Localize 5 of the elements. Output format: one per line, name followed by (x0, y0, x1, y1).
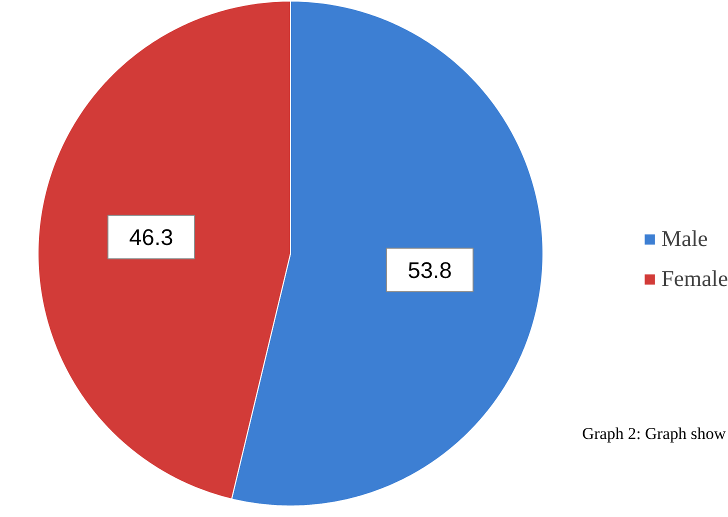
data-label: 53.8 (408, 256, 452, 283)
caption: Graph 2: Graph show (582, 424, 726, 443)
legend-label: Male (661, 226, 708, 252)
data-label: 46.3 (129, 224, 174, 250)
legend-label: Female (661, 266, 728, 292)
